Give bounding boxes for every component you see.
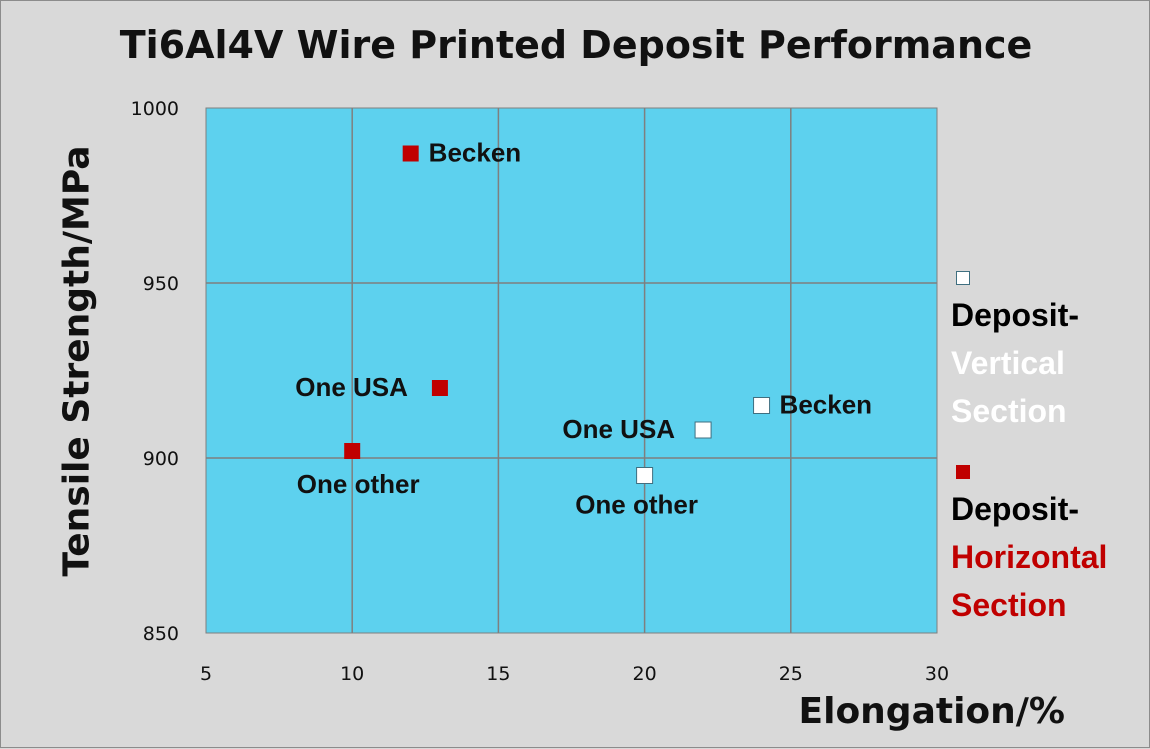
point-label: One USA (562, 414, 675, 444)
legend-filled-square-marker (956, 465, 970, 479)
open-square-marker (636, 467, 654, 484)
y-tick-label: 1000 (131, 98, 179, 120)
y-tick-label: 850 (143, 623, 179, 645)
point-label: One USA (295, 372, 408, 402)
legend-open-square-marker (956, 271, 970, 285)
x-tick-label: 15 (486, 663, 510, 685)
x-tick-label: 25 (779, 663, 803, 685)
y-axis-label: Tensile Strength/MPa (56, 145, 98, 577)
x-tick-label: 30 (925, 663, 949, 685)
filled-square-marker (402, 145, 419, 162)
x-axis-label: Elongation/% (798, 691, 1065, 732)
legend-label-part: Section (951, 393, 1067, 429)
y-tick-label: 900 (143, 448, 179, 470)
x-tick-label: 20 (633, 663, 657, 685)
x-tick-label: 5 (200, 663, 212, 685)
legend-label-part: Deposit- (951, 297, 1079, 333)
legend-label-part: Vertical (951, 345, 1065, 381)
y-tick-label: 950 (143, 273, 179, 295)
point-label: One other (297, 469, 420, 499)
x-tick-label: 10 (340, 663, 364, 685)
legend-label-part: Deposit- (951, 491, 1079, 527)
legend-label-part: Section (951, 587, 1067, 623)
chart-title: Ti6Al4V Wire Printed Deposit Performance (119, 23, 1033, 67)
plot-background (205, 107, 938, 634)
open-square-marker (753, 397, 771, 414)
filled-square-marker (344, 443, 361, 459)
legend-label-part: Horizontal (951, 539, 1108, 575)
filled-square-marker (431, 380, 448, 396)
point-label: One other (575, 490, 698, 520)
point-label: Becken (429, 138, 522, 168)
point-label: Becken (780, 390, 873, 420)
open-square-marker (694, 421, 712, 439)
